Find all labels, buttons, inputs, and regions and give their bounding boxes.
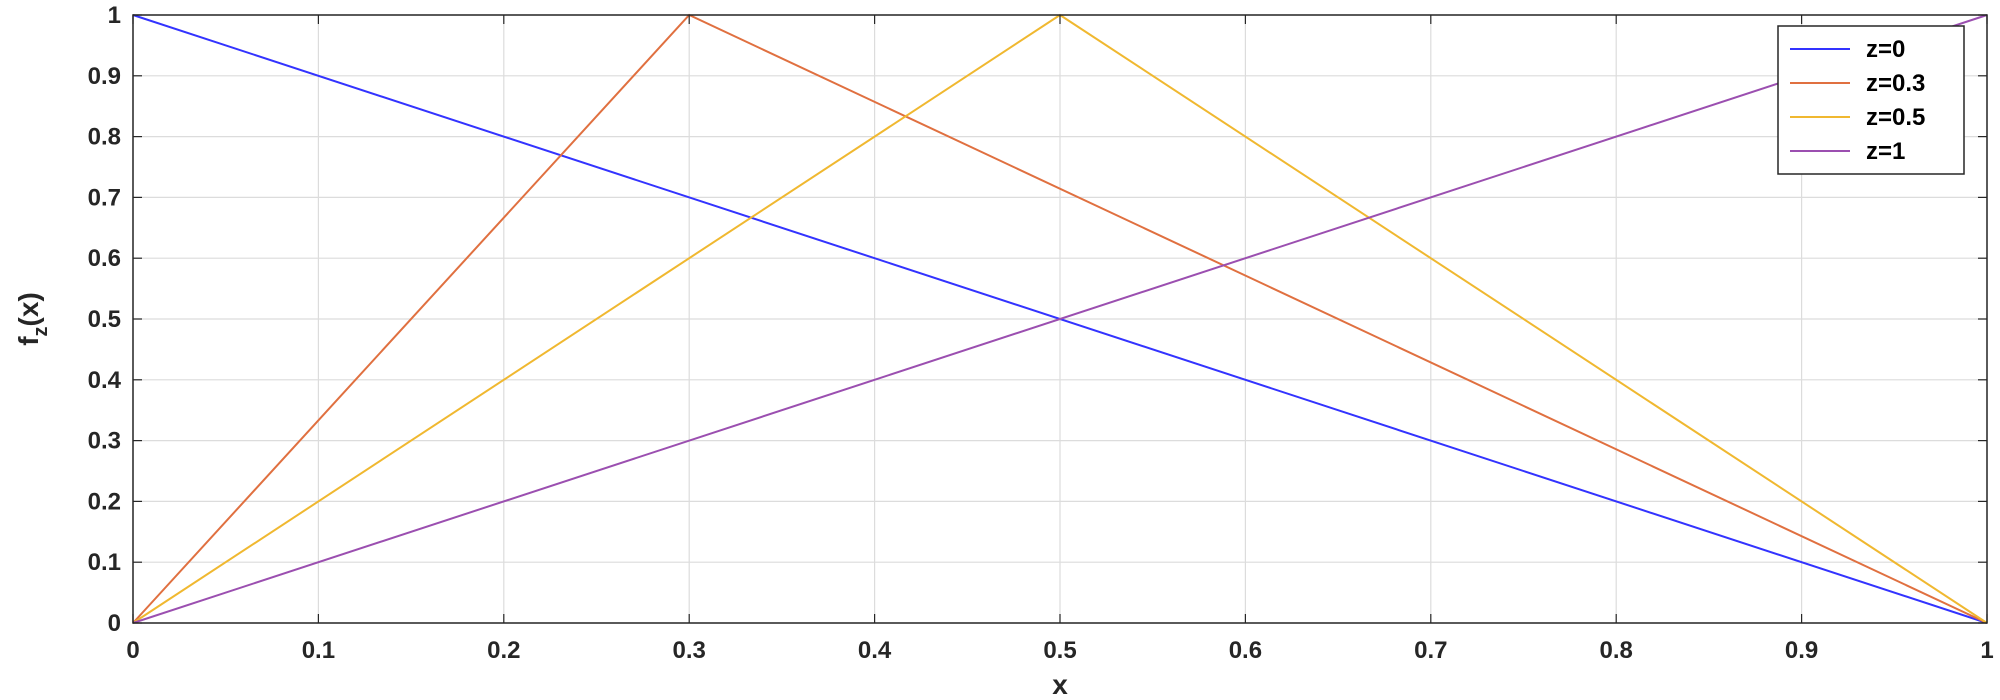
x-tick-label: 0.8 [1600,637,1633,664]
x-axis-label: x [1052,669,1068,700]
y-tick-label: 0.3 [88,428,121,455]
y-tick-label: 0.6 [88,245,121,272]
axis-ticks: 0 0.1 0.2 0.3 0.4 0.5 0.6 0.7 0.8 0.9 1 0 0.1 0.2 0.3 0… [88,2,1994,664]
x-tick-label: 0.7 [1414,637,1447,664]
x-tick-label: 0.5 [1043,637,1076,664]
y-tick-label: 1 [108,2,121,29]
y-tick-label: 0.2 [88,488,121,515]
y-tick-label: 0 [108,610,121,637]
y-tick-label: 0.9 [88,63,121,90]
legend-label: z=0.5 [1866,104,1925,131]
x-tick-label: 1 [1980,637,1993,664]
y-tick-label: 0.7 [88,184,121,211]
x-tick-label: 0 [126,637,139,664]
y-tick-label: 0.4 [88,367,122,394]
y-tick-label: 0.5 [88,306,121,333]
y-axis-label: fz(x) [13,292,52,346]
legend-label: z=0.3 [1866,70,1925,97]
legend-label: z=0 [1866,36,1905,63]
x-tick-label: 0.6 [1229,637,1262,664]
x-tick-label: 0.2 [487,637,520,664]
x-tick-label: 0.1 [302,637,335,664]
legend: z=0 z=0.3 z=0.5 z=1 [1777,25,1965,175]
legend-label: z=1 [1866,138,1905,165]
series-line [132,14,1988,624]
x-tick-label: 0.9 [1785,637,1818,664]
y-tick-label: 0.8 [88,124,121,151]
legend-box [1777,25,1965,175]
x-tick-label: 0.4 [858,637,892,664]
x-tick-label: 0.3 [673,637,706,664]
y-tick-label: 0.1 [88,549,121,576]
